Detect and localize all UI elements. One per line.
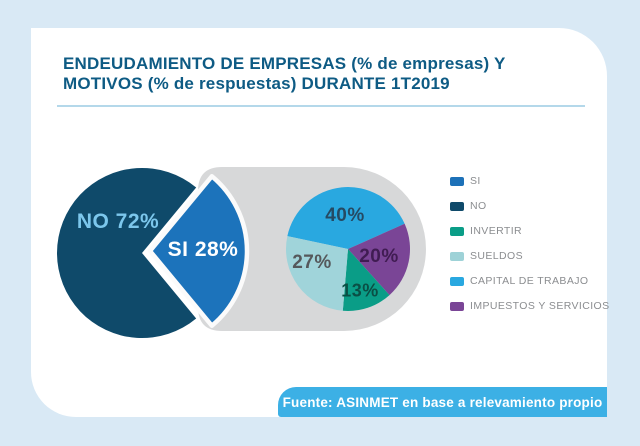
no-slice	[56, 167, 197, 338]
source-banner: Fuente: ASINMET en base a relevamiento p…	[278, 387, 607, 417]
motivos-pie	[285, 186, 411, 311]
legend-swatch-impuestos-y-servicios	[450, 301, 464, 311]
legend-label-sueldos: SUELDOS	[470, 250, 523, 262]
legend-swatch-si	[450, 176, 464, 186]
pies-graphic	[56, 167, 426, 338]
legend: SI NO INVERTIR SUELDOS CAPITAL DE TRABAJ…	[450, 174, 610, 324]
motivos-slice-invertir	[342, 249, 390, 311]
sueldos-slice-label: 27%	[292, 252, 332, 273]
source-text: Fuente: ASINMET en base a relevamiento p…	[282, 394, 603, 410]
si-slice-label: SI 28%	[167, 238, 239, 261]
legend-swatch-sueldos	[450, 251, 464, 261]
motivos-slice-capital-de-trabajo	[287, 186, 405, 249]
legend-item-sueldos: SUELDOS	[450, 249, 610, 263]
endeudamiento-pie	[56, 167, 197, 338]
si-slice	[147, 174, 250, 328]
legend-swatch-no	[450, 201, 464, 211]
legend-item-si: SI	[450, 174, 610, 188]
legend-label-capital-de-trabajo: CAPITAL DE TRABAJO	[470, 275, 589, 287]
legend-item-no: NO	[450, 199, 610, 213]
legend-label-impuestos-y-servicios: IMPUESTOS Y SERVICIOS	[470, 300, 610, 312]
title-divider	[57, 105, 585, 107]
invertir-slice-label: 13%	[341, 280, 379, 301]
si-wedge	[147, 174, 250, 328]
legend-item-impuestos-y-servicios: IMPUESTOS Y SERVICIOS	[450, 299, 610, 313]
legend-item-invertir: INVERTIR	[450, 224, 610, 238]
legend-swatch-capital-de-trabajo	[450, 276, 464, 286]
impuestos-slice-label: 20%	[359, 246, 399, 267]
no-slice-label: NO 72%	[76, 210, 160, 233]
motivos-slice-sueldos	[285, 236, 348, 311]
chart-card: ENDEUDAMIENTO DE EMPRESAS (% de empresas…	[31, 28, 610, 417]
legend-label-no: NO	[470, 200, 487, 212]
legend-label-invertir: INVERTIR	[470, 225, 523, 237]
legend-swatch-invertir	[450, 226, 464, 236]
capital-de-trabajo-slice-label: 40%	[325, 205, 365, 226]
page-title: ENDEUDAMIENTO DE EMPRESAS (% de empresas…	[63, 54, 506, 93]
legend-label-si: SI	[470, 175, 481, 187]
motivos-slice-impuestos-y-servicios	[348, 223, 411, 296]
legend-item-capital-de-trabajo: CAPITAL DE TRABAJO	[450, 274, 610, 288]
